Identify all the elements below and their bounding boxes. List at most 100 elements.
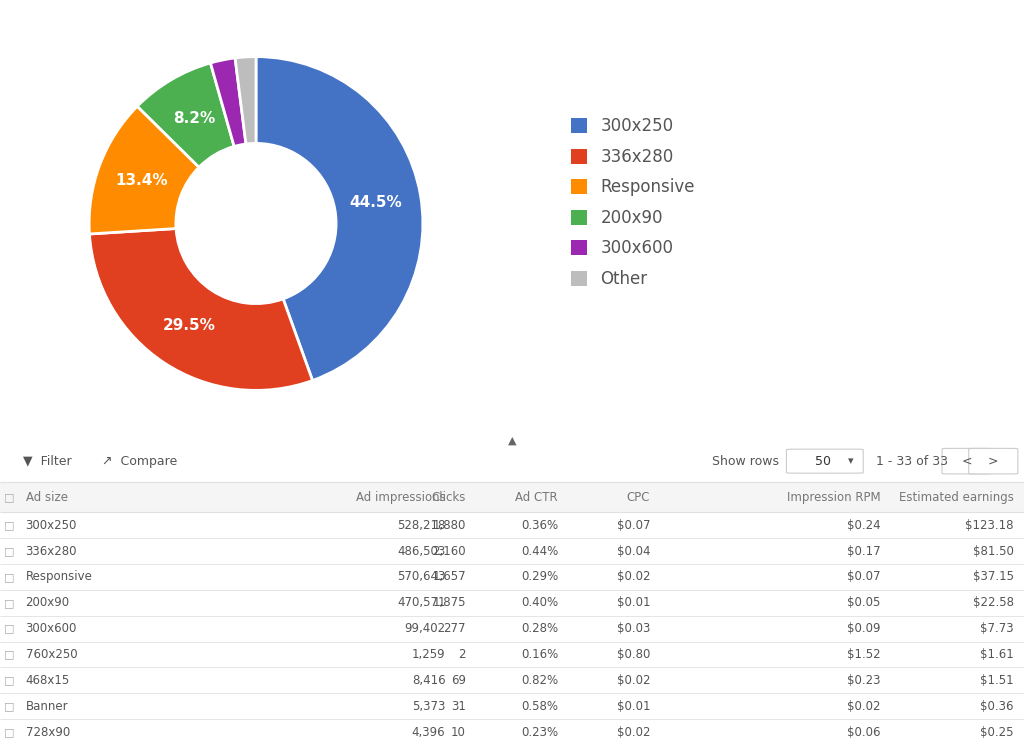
Text: 44.5%: 44.5%	[349, 195, 402, 210]
Text: 2,160: 2,160	[432, 545, 466, 557]
Text: □: □	[4, 650, 14, 659]
Text: $0.07: $0.07	[847, 571, 881, 583]
Text: Estimated earnings: Estimated earnings	[899, 491, 1014, 504]
Text: $0.02: $0.02	[616, 673, 650, 687]
Text: 1,880: 1,880	[432, 519, 466, 532]
Bar	[0, 482, 1024, 513]
Text: $0.24: $0.24	[847, 519, 881, 532]
Text: 570,643: 570,643	[397, 571, 445, 583]
Text: 300x250: 300x250	[26, 519, 77, 532]
Text: $123.18: $123.18	[966, 519, 1014, 532]
Text: □: □	[4, 520, 14, 530]
Wedge shape	[211, 58, 246, 147]
Text: 99,402: 99,402	[404, 622, 445, 635]
Text: ▼  Filter: ▼ Filter	[23, 454, 71, 468]
Text: 760x250: 760x250	[26, 648, 77, 661]
Text: $0.03: $0.03	[616, 622, 650, 635]
Text: CPC: CPC	[627, 491, 650, 504]
Wedge shape	[256, 57, 423, 381]
Text: $1.61: $1.61	[980, 648, 1014, 661]
Text: $0.07: $0.07	[616, 519, 650, 532]
Text: 13.4%: 13.4%	[116, 174, 168, 188]
Text: Show rows: Show rows	[712, 454, 778, 468]
Text: 0.28%: 0.28%	[521, 622, 558, 635]
Text: 0.40%: 0.40%	[521, 596, 558, 609]
Text: <: <	[962, 454, 972, 468]
Text: $7.73: $7.73	[980, 622, 1014, 635]
Text: 1,875: 1,875	[432, 596, 466, 609]
Text: 0.16%: 0.16%	[521, 648, 558, 661]
Text: 728x90: 728x90	[26, 726, 70, 738]
Text: $0.02: $0.02	[616, 726, 650, 738]
Legend: 300x250, 336x280, Responsive, 200x90, 300x600, Other: 300x250, 336x280, Responsive, 200x90, 30…	[564, 111, 701, 294]
FancyBboxPatch shape	[969, 448, 1018, 474]
Text: 8.2%: 8.2%	[173, 111, 215, 126]
Text: 0.44%: 0.44%	[521, 545, 558, 557]
Text: $0.01: $0.01	[616, 700, 650, 713]
Text: $0.01: $0.01	[616, 596, 650, 609]
Text: 8,416: 8,416	[412, 673, 445, 687]
Text: $0.23: $0.23	[847, 673, 881, 687]
Text: $37.15: $37.15	[973, 571, 1014, 583]
Text: Ad CTR: Ad CTR	[515, 491, 558, 504]
Text: □: □	[4, 676, 14, 685]
Text: □: □	[4, 572, 14, 582]
Text: 0.29%: 0.29%	[521, 571, 558, 583]
Text: ↗  Compare: ↗ Compare	[102, 454, 177, 468]
Text: $0.04: $0.04	[616, 545, 650, 557]
Text: 1,657: 1,657	[432, 571, 466, 583]
Text: □: □	[4, 727, 14, 737]
Text: 50: 50	[815, 454, 831, 468]
Text: Banner: Banner	[26, 700, 69, 713]
Text: □: □	[4, 624, 14, 634]
Text: $22.58: $22.58	[973, 596, 1014, 609]
Text: □: □	[4, 597, 14, 608]
Text: >: >	[988, 454, 998, 468]
Text: 468x15: 468x15	[26, 673, 70, 687]
Text: $0.06: $0.06	[847, 726, 881, 738]
Wedge shape	[89, 107, 199, 234]
Text: 29.5%: 29.5%	[163, 318, 216, 333]
Text: □: □	[4, 701, 14, 711]
Text: 277: 277	[443, 622, 466, 635]
Text: 0.36%: 0.36%	[521, 519, 558, 532]
Text: Clicks: Clicks	[431, 491, 466, 504]
Text: 336x280: 336x280	[26, 545, 77, 557]
Text: 4,396: 4,396	[412, 726, 445, 738]
Text: Ad impressions: Ad impressions	[355, 491, 445, 504]
Text: $0.36: $0.36	[980, 700, 1014, 713]
Text: $0.09: $0.09	[847, 622, 881, 635]
Text: ▾: ▾	[848, 456, 853, 466]
Text: 10: 10	[451, 726, 466, 738]
Text: $81.50: $81.50	[973, 545, 1014, 557]
Text: □: □	[4, 546, 14, 556]
Text: Responsive: Responsive	[26, 571, 92, 583]
Text: 1 - 33 of 33: 1 - 33 of 33	[876, 454, 947, 468]
FancyBboxPatch shape	[786, 449, 863, 473]
Text: Ad size: Ad size	[26, 491, 68, 504]
Wedge shape	[89, 229, 312, 390]
Text: 0.82%: 0.82%	[521, 673, 558, 687]
Text: ▲: ▲	[508, 435, 516, 446]
Text: 470,571: 470,571	[397, 596, 445, 609]
Text: $0.05: $0.05	[847, 596, 881, 609]
Wedge shape	[236, 57, 256, 144]
Text: $0.17: $0.17	[847, 545, 881, 557]
Text: $0.02: $0.02	[847, 700, 881, 713]
Text: $0.80: $0.80	[616, 648, 650, 661]
Text: □: □	[4, 492, 14, 502]
Text: 300x600: 300x600	[26, 622, 77, 635]
Text: 200x90: 200x90	[26, 596, 70, 609]
Text: $0.25: $0.25	[980, 726, 1014, 738]
Text: $1.51: $1.51	[980, 673, 1014, 687]
Text: 0.58%: 0.58%	[521, 700, 558, 713]
Text: Impression RPM: Impression RPM	[787, 491, 881, 504]
Text: 5,373: 5,373	[412, 700, 445, 713]
FancyBboxPatch shape	[942, 448, 991, 474]
Text: 0.23%: 0.23%	[521, 726, 558, 738]
Text: 2: 2	[459, 648, 466, 661]
Text: 528,218: 528,218	[397, 519, 445, 532]
Text: 1,259: 1,259	[412, 648, 445, 661]
Text: $0.02: $0.02	[616, 571, 650, 583]
Text: $1.52: $1.52	[847, 648, 881, 661]
